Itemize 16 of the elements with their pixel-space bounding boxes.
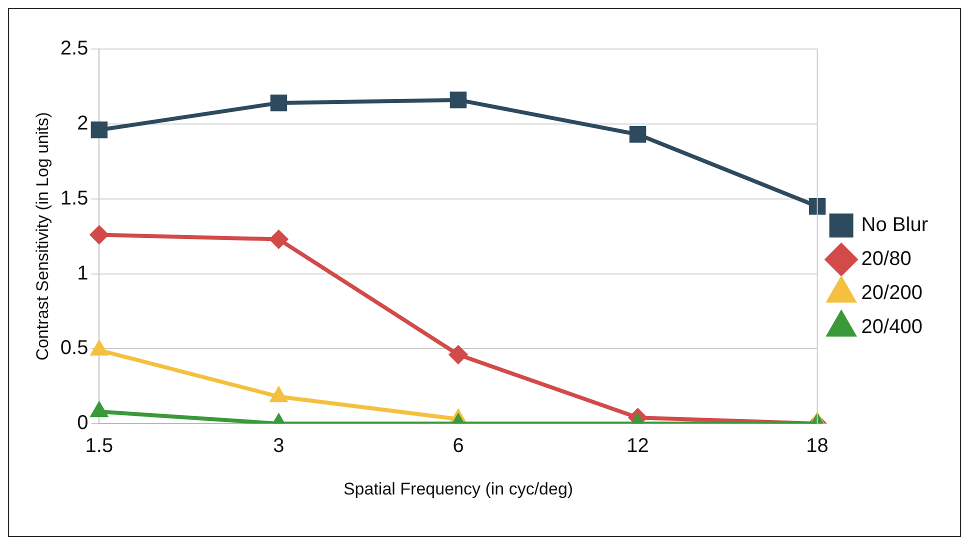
y-tick-label: 1.5 [60, 187, 88, 210]
legend-label: No Blur [861, 214, 928, 236]
legend-label: 20/200 [861, 282, 922, 304]
x-tick-label: 3 [273, 435, 284, 458]
y-tick-label: 2.5 [60, 38, 88, 60]
x-tick-label: 18 [806, 435, 828, 458]
y-axis-title: Contrast Sensitivity (in Log units) [32, 112, 52, 361]
y-tick-label: 0.5 [60, 337, 88, 360]
x-axis-title: Spatial Frequency (in cyc/deg) [343, 479, 574, 498]
x-tick-label: 12 [626, 435, 649, 458]
y-tick-label: 1 [77, 262, 88, 284]
x-tick-label: 6 [452, 435, 464, 458]
legend-label: 20/80 [861, 248, 912, 270]
y-tick-label: 0 [77, 412, 88, 434]
legend-label: 20/400 [861, 316, 922, 338]
y-tick-label: 2 [77, 112, 88, 134]
